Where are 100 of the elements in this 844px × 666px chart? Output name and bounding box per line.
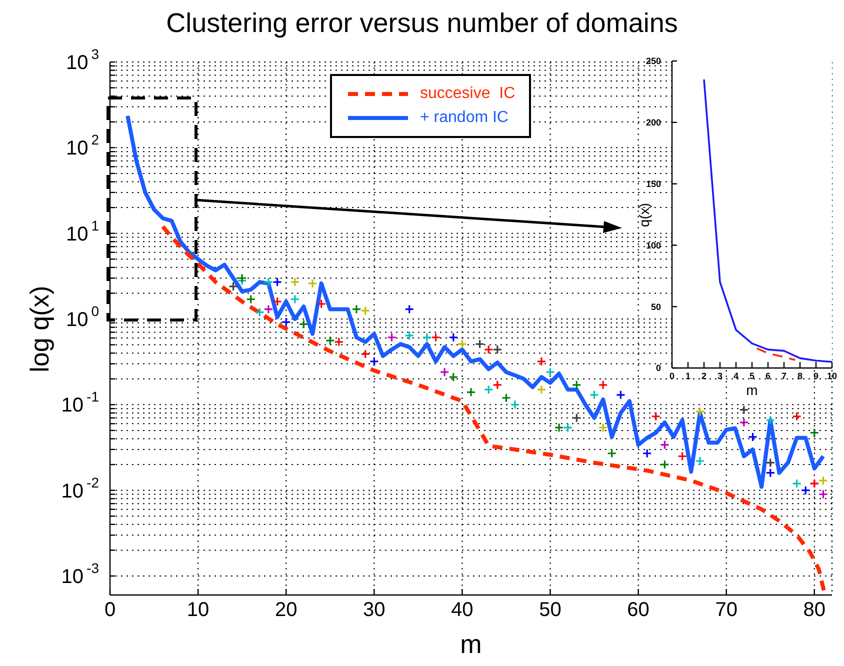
point: [272, 296, 282, 306]
x-tick-label: 70: [715, 599, 738, 621]
point: [448, 332, 458, 342]
point: [422, 332, 432, 342]
y-tick-label: 200: [646, 118, 661, 128]
x-tick-label: 6: [765, 371, 771, 382]
x-axis-title: m: [459, 629, 483, 660]
point: [598, 380, 608, 390]
y-axis-title: log q(x): [24, 285, 56, 372]
legend-label: succesive IC: [420, 85, 516, 103]
x-tick-label: 20: [274, 599, 298, 621]
y-tick-label: 150: [646, 178, 661, 189]
point: [492, 344, 502, 354]
point: [264, 304, 274, 314]
point: [298, 319, 309, 329]
y-tick-label: 10$^{1}$: [66, 217, 100, 246]
point: [818, 476, 828, 486]
y-tick-label: 100: [646, 240, 661, 250]
point: [475, 339, 485, 349]
point: [484, 344, 494, 354]
point: [589, 390, 600, 400]
point: [501, 393, 512, 403]
point: [448, 372, 458, 382]
point: [739, 405, 749, 415]
point: [678, 451, 688, 462]
chart-title: Clustering error versus number of domains: [165, 8, 679, 39]
y-tick-label: 10$^{-1}$: [61, 388, 100, 417]
point: [369, 356, 379, 366]
x-tick-label: 40: [451, 599, 474, 621]
point: [360, 306, 370, 316]
x-tick-label: 80: [803, 599, 826, 621]
point: [457, 339, 467, 349]
point: [430, 332, 441, 342]
x-tick-label: 60: [627, 599, 650, 621]
point: [607, 448, 617, 458]
point: [766, 415, 776, 425]
x-axis-title: m: [745, 382, 759, 398]
y-axis-title: q(x): [636, 202, 652, 227]
point: [792, 478, 802, 488]
line-series: [756, 347, 796, 361]
y-tick-label: 10$^{-3}$: [61, 560, 100, 588]
point: [308, 278, 318, 288]
point: [290, 294, 300, 304]
point: [660, 440, 670, 450]
point: [748, 432, 758, 442]
point: [616, 390, 626, 400]
point: [554, 422, 564, 432]
point: [800, 486, 810, 496]
point: [572, 380, 582, 390]
point: [334, 337, 344, 347]
point: [766, 468, 776, 478]
point: [254, 307, 264, 318]
x-tick-label: 3: [717, 371, 723, 382]
y-tick-label: 10$^{2}$: [66, 132, 100, 160]
point: [264, 277, 274, 287]
point: [545, 367, 556, 377]
point: [404, 330, 414, 340]
point: [536, 384, 546, 394]
x-tick-label: 4: [733, 371, 739, 382]
y-tick-label: 10$^{0}$: [66, 303, 100, 331]
point: [316, 299, 326, 309]
y-tick-label: 10$^{-2}$: [61, 474, 100, 502]
point: [404, 304, 414, 314]
y-tick-label: 10$^{3}$: [66, 46, 100, 74]
point: [352, 304, 362, 314]
point: [484, 384, 494, 394]
point: [651, 412, 661, 422]
y-tick-label: 0: [656, 363, 661, 374]
legend-label: + random IC: [420, 109, 508, 127]
point: [386, 332, 397, 342]
point: [695, 456, 705, 466]
point: [695, 406, 705, 416]
y-tick-label: 250: [646, 56, 661, 66]
point: [810, 428, 820, 438]
point: [290, 277, 300, 287]
point: [536, 356, 546, 366]
point: [510, 400, 520, 410]
point: [598, 422, 608, 432]
point: [792, 412, 802, 422]
point: [818, 489, 828, 500]
point: [272, 277, 282, 287]
point: [572, 413, 582, 423]
x-tick-label: 50: [539, 599, 562, 621]
x-tick-label: 8: [797, 371, 803, 382]
x-tick-label: 30: [363, 599, 386, 621]
point: [739, 418, 749, 428]
point: [246, 294, 256, 304]
x-tick-label: 10: [186, 599, 210, 621]
point: [563, 422, 573, 432]
point: [360, 349, 370, 359]
y-tick-label: 50: [650, 302, 661, 312]
point: [237, 273, 247, 283]
x-tick-label: 7: [781, 371, 787, 382]
point: [766, 458, 776, 468]
point: [228, 282, 238, 292]
point: [642, 448, 652, 458]
point: [660, 460, 670, 470]
point: [281, 317, 291, 327]
point: [466, 387, 476, 397]
x-tick-label: 0: [104, 599, 116, 621]
